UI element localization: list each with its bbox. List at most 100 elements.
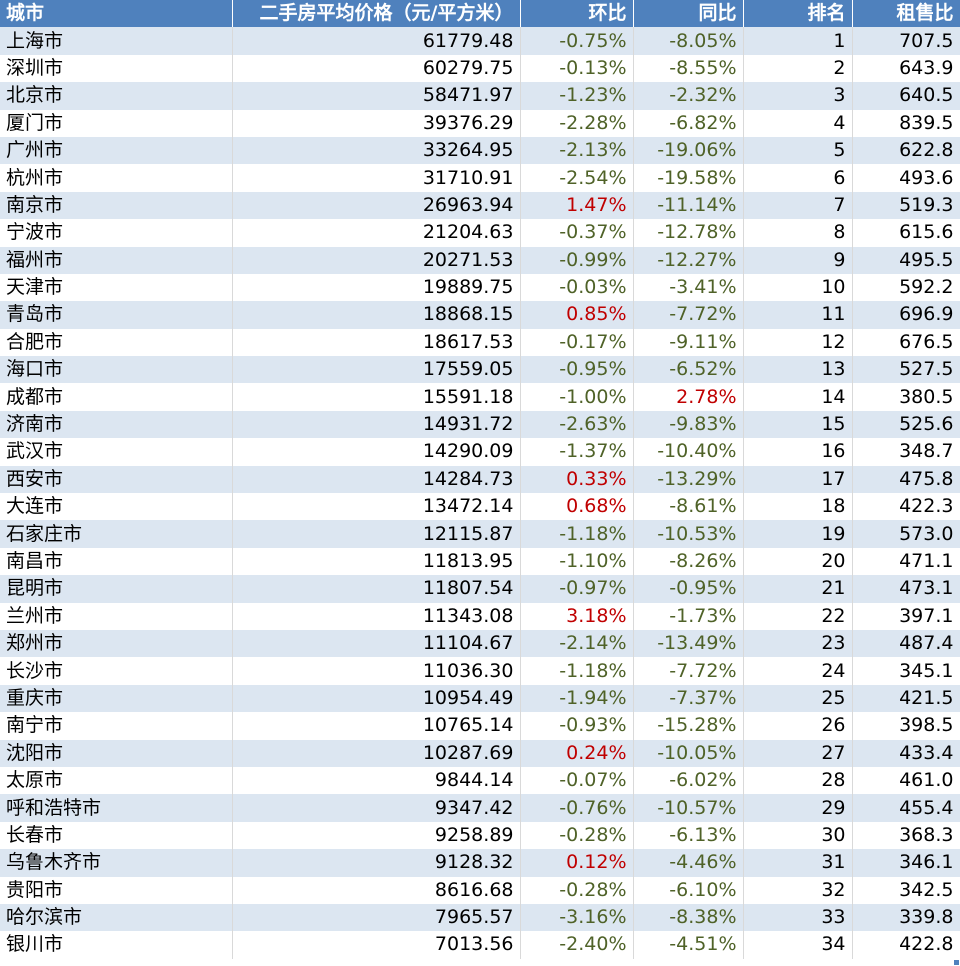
mom-cell[interactable]: -0.76% [520, 794, 634, 822]
rank-cell[interactable]: 14 [743, 383, 853, 411]
price-cell[interactable]: 14290.09 [232, 438, 521, 466]
rank-cell[interactable]: 7 [743, 191, 853, 220]
mom-cell[interactable]: -1.94% [520, 684, 634, 713]
price-cell[interactable]: 7013.56 [232, 931, 521, 959]
city-cell[interactable]: 西安市 [0, 465, 233, 494]
price-cell[interactable]: 11104.67 [232, 629, 521, 658]
city-cell[interactable]: 石家庄市 [0, 520, 233, 548]
yoy-cell[interactable]: -9.11% [633, 328, 744, 357]
price-cell[interactable]: 15591.18 [232, 383, 521, 411]
ratio-cell[interactable]: 573.0 [852, 520, 960, 548]
price-cell[interactable]: 26963.94 [232, 191, 521, 220]
price-cell[interactable]: 9347.42 [232, 794, 521, 822]
yoy-cell[interactable]: -10.40% [633, 438, 744, 466]
price-cell[interactable]: 11813.95 [232, 547, 521, 576]
mom-cell[interactable]: -1.10% [520, 547, 634, 576]
rank-cell[interactable]: 11 [743, 301, 853, 329]
price-cell[interactable]: 31710.91 [232, 164, 521, 192]
ratio-cell[interactable]: 527.5 [852, 356, 960, 384]
header-price[interactable]: 二手房平均价格（元/平方米） [232, 0, 521, 28]
city-cell[interactable]: 上海市 [0, 27, 233, 55]
ratio-cell[interactable]: 368.3 [852, 821, 960, 850]
mom-cell[interactable]: -0.99% [520, 246, 634, 274]
yoy-cell[interactable]: -10.53% [633, 520, 744, 548]
ratio-cell[interactable]: 519.3 [852, 191, 960, 220]
price-cell[interactable]: 18868.15 [232, 301, 521, 329]
rank-cell[interactable]: 20 [743, 547, 853, 576]
city-cell[interactable]: 哈尔滨市 [0, 903, 233, 932]
rank-cell[interactable]: 16 [743, 438, 853, 466]
yoy-cell[interactable]: -1.73% [633, 602, 744, 630]
mom-cell[interactable]: -0.07% [520, 766, 634, 795]
mom-cell[interactable]: 0.85% [520, 301, 634, 329]
yoy-cell[interactable]: -8.61% [633, 493, 744, 521]
rank-cell[interactable]: 6 [743, 164, 853, 192]
rank-cell[interactable]: 12 [743, 328, 853, 357]
city-cell[interactable]: 厦门市 [0, 109, 233, 137]
city-cell[interactable]: 杭州市 [0, 164, 233, 192]
ratio-cell[interactable]: 622.8 [852, 136, 960, 165]
city-cell[interactable]: 长沙市 [0, 657, 233, 685]
ratio-cell[interactable]: 592.2 [852, 273, 960, 302]
ratio-cell[interactable]: 346.1 [852, 849, 960, 877]
yoy-cell[interactable]: -8.55% [633, 54, 744, 83]
yoy-cell[interactable]: -6.13% [633, 821, 744, 850]
rank-cell[interactable]: 17 [743, 465, 853, 494]
price-cell[interactable]: 58471.97 [232, 82, 521, 110]
rank-cell[interactable]: 33 [743, 903, 853, 932]
yoy-cell[interactable]: -4.46% [633, 849, 744, 877]
price-cell[interactable]: 9258.89 [232, 821, 521, 850]
ratio-cell[interactable]: 398.5 [852, 712, 960, 740]
mom-cell[interactable]: -3.16% [520, 903, 634, 932]
price-cell[interactable]: 21204.63 [232, 219, 521, 247]
price-cell[interactable]: 61779.48 [232, 27, 521, 55]
ratio-cell[interactable]: 473.1 [852, 575, 960, 603]
yoy-cell[interactable]: -7.72% [633, 301, 744, 329]
mom-cell[interactable]: -2.13% [520, 136, 634, 165]
price-cell[interactable]: 11036.30 [232, 657, 521, 685]
rank-cell[interactable]: 13 [743, 356, 853, 384]
price-cell[interactable]: 7965.57 [232, 903, 521, 932]
city-cell[interactable]: 南昌市 [0, 547, 233, 576]
mom-cell[interactable]: -0.97% [520, 575, 634, 603]
city-cell[interactable]: 天津市 [0, 273, 233, 302]
mom-cell[interactable]: -0.28% [520, 876, 634, 904]
mom-cell[interactable]: -2.28% [520, 109, 634, 137]
city-cell[interactable]: 大连市 [0, 493, 233, 521]
rank-cell[interactable]: 4 [743, 109, 853, 137]
mom-cell[interactable]: -2.54% [520, 164, 634, 192]
yoy-cell[interactable]: -2.32% [633, 82, 744, 110]
city-cell[interactable]: 沈阳市 [0, 739, 233, 767]
ratio-cell[interactable]: 380.5 [852, 383, 960, 411]
rank-cell[interactable]: 2 [743, 54, 853, 83]
city-cell[interactable]: 武汉市 [0, 438, 233, 466]
city-cell[interactable]: 太原市 [0, 766, 233, 795]
ratio-cell[interactable]: 433.4 [852, 739, 960, 767]
yoy-cell[interactable]: -19.06% [633, 136, 744, 165]
city-cell[interactable]: 青岛市 [0, 301, 233, 329]
header-yoy[interactable]: 同比 [633, 0, 744, 28]
rank-cell[interactable]: 19 [743, 520, 853, 548]
price-cell[interactable]: 19889.75 [232, 273, 521, 302]
yoy-cell[interactable]: -3.41% [633, 273, 744, 302]
yoy-cell[interactable]: -4.51% [633, 931, 744, 959]
fill-handle-icon[interactable] [954, 960, 959, 965]
price-cell[interactable]: 8616.68 [232, 876, 521, 904]
rank-cell[interactable]: 15 [743, 410, 853, 439]
yoy-cell[interactable]: -6.02% [633, 766, 744, 795]
price-cell[interactable]: 11807.54 [232, 575, 521, 603]
ratio-cell[interactable]: 397.1 [852, 602, 960, 630]
city-cell[interactable]: 北京市 [0, 82, 233, 110]
city-cell[interactable]: 重庆市 [0, 684, 233, 713]
mom-cell[interactable]: -0.95% [520, 356, 634, 384]
city-cell[interactable]: 深圳市 [0, 54, 233, 83]
ratio-cell[interactable]: 495.5 [852, 246, 960, 274]
city-cell[interactable]: 呼和浩特市 [0, 794, 233, 822]
price-cell[interactable]: 12115.87 [232, 520, 521, 548]
yoy-cell[interactable]: -8.05% [633, 27, 744, 55]
city-cell[interactable]: 郑州市 [0, 629, 233, 658]
mom-cell[interactable]: -2.40% [520, 931, 634, 959]
mom-cell[interactable]: 1.47% [520, 191, 634, 220]
yoy-cell[interactable]: -0.95% [633, 575, 744, 603]
price-cell[interactable]: 9128.32 [232, 849, 521, 877]
